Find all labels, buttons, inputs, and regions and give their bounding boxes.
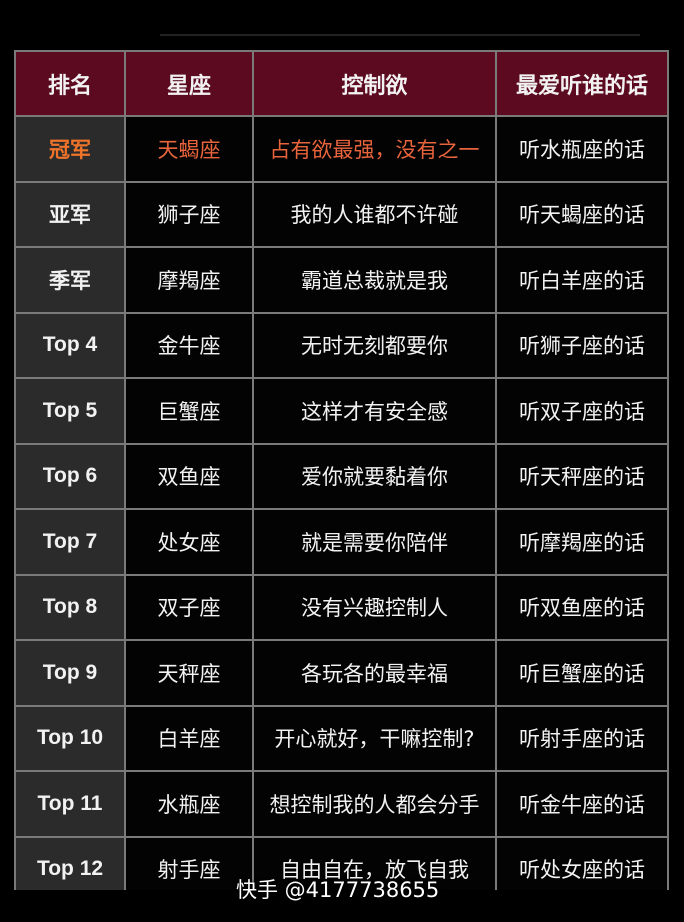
header-listen: 最爱听谁的话 — [495, 50, 669, 117]
cell-listen: 听双子座的话 — [495, 377, 669, 445]
cell-listen: 听双鱼座的话 — [495, 573, 669, 641]
header-rank: 排名 — [14, 50, 126, 117]
cell-control: 无时无刻都要你 — [252, 311, 497, 379]
header-row: 排名 星座 控制欲 最爱听谁的话 — [14, 50, 669, 117]
cell-control: 各玩各的最幸福 — [252, 639, 497, 707]
cell-control: 占有欲最强，没有之一 — [252, 115, 497, 183]
cell-sign: 水瓶座 — [124, 770, 254, 838]
header-control: 控制欲 — [252, 50, 497, 117]
table-row: Top 11 水瓶座 想控制我的人都会分手 听金牛座的话 — [14, 770, 669, 838]
table-row: Top 8 双子座 没有兴趣控制人 听双鱼座的话 — [14, 573, 669, 641]
table-row: Top 10 白羊座 开心就好，干嘛控制? 听射手座的话 — [14, 704, 669, 772]
cell-listen: 听射手座的话 — [495, 704, 669, 772]
cell-listen: 听巨蟹座的话 — [495, 639, 669, 707]
cell-sign: 巨蟹座 — [124, 377, 254, 445]
cell-rank: Top 11 — [14, 770, 126, 838]
cell-listen: 听狮子座的话 — [495, 311, 669, 379]
cell-control: 这样才有安全感 — [252, 377, 497, 445]
cell-listen: 听金牛座的话 — [495, 770, 669, 838]
cell-listen: 听水瓶座的话 — [495, 115, 669, 183]
cell-control: 霸道总裁就是我 — [252, 246, 497, 314]
cell-rank: Top 5 — [14, 377, 126, 445]
cell-control: 我的人谁都不许碰 — [252, 180, 497, 248]
cell-rank: Top 10 — [14, 704, 126, 772]
cell-rank: Top 9 — [14, 639, 126, 707]
cell-control: 开心就好，干嘛控制? — [252, 704, 497, 772]
table-row: 季军 摩羯座 霸道总裁就是我 听白羊座的话 — [14, 246, 669, 314]
table-row: Top 9 天秤座 各玩各的最幸福 听巨蟹座的话 — [14, 639, 669, 707]
watermark: 快手 @4177738655 — [236, 878, 440, 902]
table-row: 冠军 天蝎座 占有欲最强，没有之一 听水瓶座的话 — [14, 115, 669, 183]
table-row: Top 6 双鱼座 爱你就要黏着你 听天秤座的话 — [14, 442, 669, 510]
cell-listen: 听天秤座的话 — [495, 442, 669, 510]
cell-control: 爱你就要黏着你 — [252, 442, 497, 510]
cell-control: 想控制我的人都会分手 — [252, 770, 497, 838]
top-divider — [160, 34, 640, 36]
header-sign: 星座 — [124, 50, 254, 117]
cell-rank: Top 6 — [14, 442, 126, 510]
cell-rank: 季军 — [14, 246, 126, 314]
cell-sign: 双鱼座 — [124, 442, 254, 510]
cell-control: 没有兴趣控制人 — [252, 573, 497, 641]
cell-listen: 听摩羯座的话 — [495, 508, 669, 576]
table-row: Top 4 金牛座 无时无刻都要你 听狮子座的话 — [14, 311, 669, 379]
cell-sign: 狮子座 — [124, 180, 254, 248]
cell-sign: 处女座 — [124, 508, 254, 576]
cell-sign: 白羊座 — [124, 704, 254, 772]
zodiac-control-table: 排名 星座 控制欲 最爱听谁的话 冠军 天蝎座 占有欲最强，没有之一 听水瓶座的话 亚军… — [14, 50, 669, 903]
cell-sign: 天蝎座 — [124, 115, 254, 183]
cell-sign: 金牛座 — [124, 311, 254, 379]
table-row: Top 7 处女座 就是需要你陪伴 听摩羯座的话 — [14, 508, 669, 576]
cell-sign: 摩羯座 — [124, 246, 254, 314]
cell-rank: Top 8 — [14, 573, 126, 641]
cell-rank: Top 7 — [14, 508, 126, 576]
cell-listen: 听天蝎座的话 — [495, 180, 669, 248]
table-row: 亚军 狮子座 我的人谁都不许碰 听天蝎座的话 — [14, 180, 669, 248]
table-row: Top 5 巨蟹座 这样才有安全感 听双子座的话 — [14, 377, 669, 445]
cell-listen: 听白羊座的话 — [495, 246, 669, 314]
cell-sign: 双子座 — [124, 573, 254, 641]
bottom-mask — [0, 890, 684, 922]
cell-sign: 天秤座 — [124, 639, 254, 707]
cell-rank: 亚军 — [14, 180, 126, 248]
cell-control: 就是需要你陪伴 — [252, 508, 497, 576]
cell-rank: 冠军 — [14, 115, 126, 183]
cell-rank: Top 4 — [14, 311, 126, 379]
